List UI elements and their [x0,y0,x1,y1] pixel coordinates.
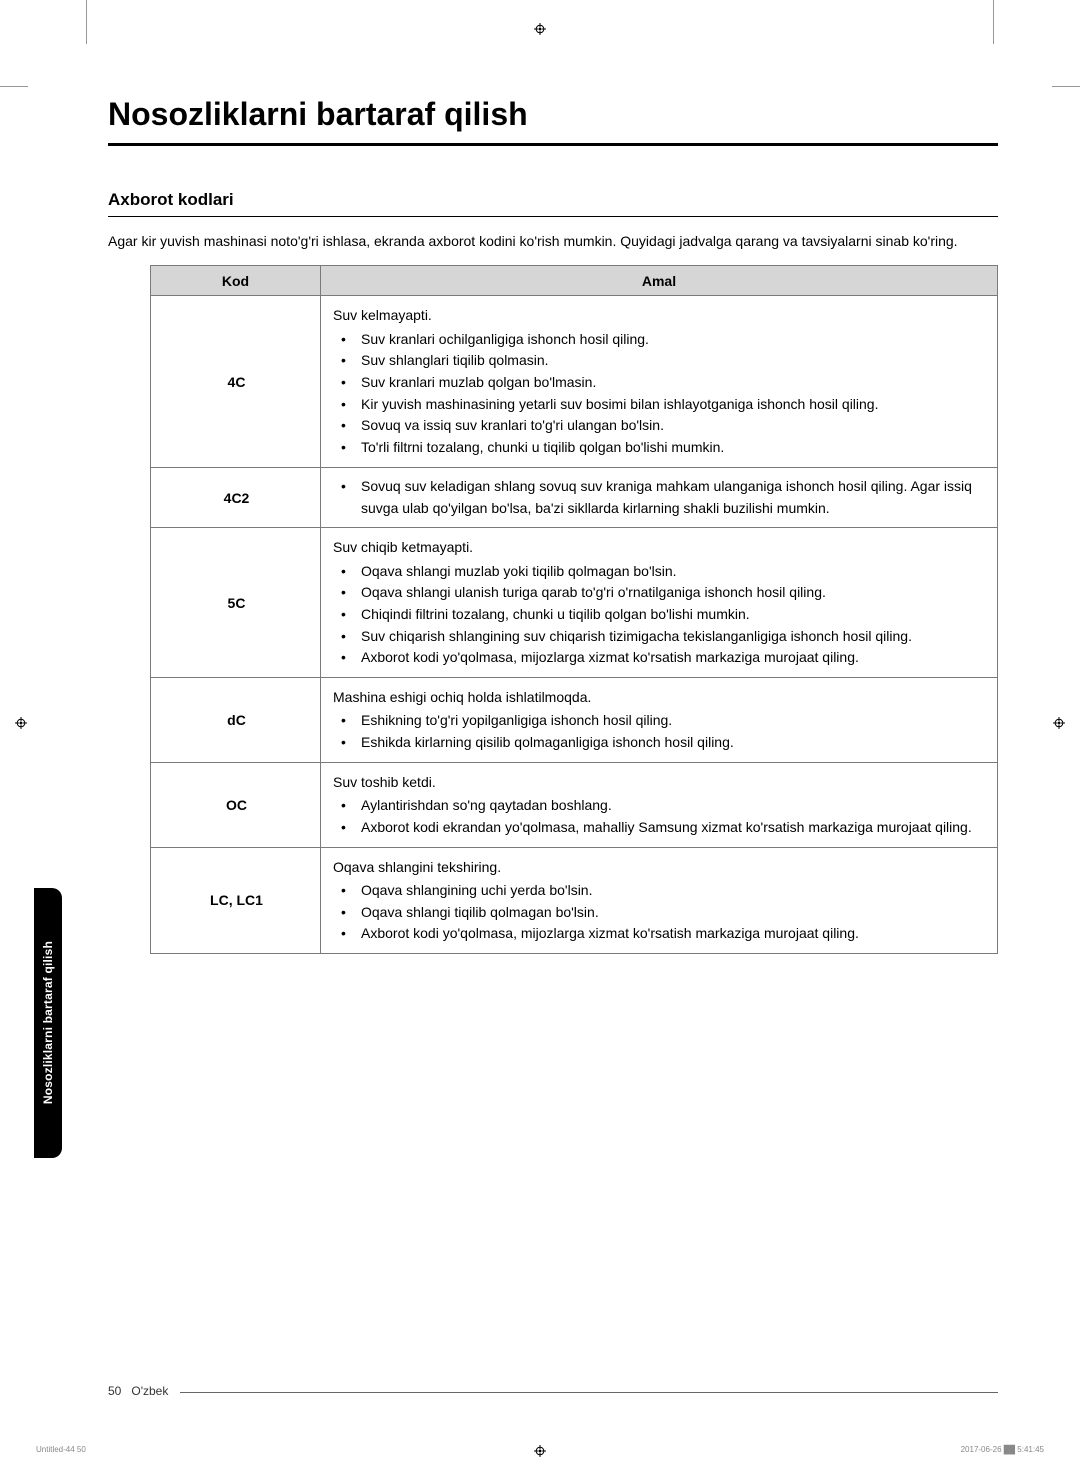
page-content: Nosozliklarni bartaraf qilish Axborot ko… [108,96,998,954]
action-list: Oqava shlangining uchi yerda bo'lsin.Oqa… [333,880,987,945]
table-row: 4C2 Sovuq suv keladigan shlang sovuq suv … [151,467,998,527]
code-cell: 5C [151,528,321,678]
table-row: OCSuv toshib ketdi.Aylantirishdan so'ng … [151,762,998,847]
action-item: Kir yuvish mashinasining yetarli suv bos… [337,394,987,416]
action-item: Suv chiqarish shlangining suv chiqarish … [337,626,987,648]
action-item: Eshikning to'g'ri yopilganligiga ishonch… [337,710,987,732]
action-item: Eshikda kirlarning qisilib qolmaganligig… [337,732,987,754]
codes-table-wrap: Kod Amal 4C Suv kelmayapti. Suv kranlari o… [108,265,998,954]
action-intro: Mashina eshigi ochiq holda ishlatilmoqda… [333,686,987,708]
code-cell: dC [151,678,321,763]
footer-rule [180,1392,998,1393]
section-tab-label: Nosozliklarni bartaraf qilish [41,941,55,1104]
print-meta-right: 2017-06-26 ██ 5:41:45 [961,1445,1044,1454]
print-meta-left: Untitled-44 50 [36,1445,86,1454]
action-list: Eshikning to'g'ri yopilganligiga ishonch… [333,710,987,753]
action-intro: Oqava shlangini tekshiring. [333,856,987,878]
action-item: Suv kranlari ochilganligiga ishonch hosi… [337,329,987,351]
col-header-code: Kod [151,266,321,296]
action-list: Sovuq suv keladigan shlang sovuq suv kra… [333,476,987,519]
action-cell: Suv toshib ketdi.Aylantirishdan so'ng qa… [321,762,998,847]
action-item: Chiqindi filtrini tozalang, chunki u tiq… [337,604,987,626]
action-cell: Oqava shlangini tekshiring.Oqava shlangi… [321,847,998,953]
registration-mark-icon [533,22,547,36]
crop-guide [993,0,994,44]
code-cell: 4C [151,296,321,468]
action-cell: Sovuq suv keladigan shlang sovuq suv kra… [321,467,998,527]
code-cell: OC [151,762,321,847]
action-cell: Suv kelmayapti. Suv kranlari ochilganligi… [321,296,998,468]
action-cell: Mashina eshigi ochiq holda ishlatilmoqda… [321,678,998,763]
registration-mark-icon [14,716,28,730]
action-intro: Suv chiqib ketmayapti. [333,536,987,558]
table-row: LC, LC1Oqava shlangini tekshiring.Oqava … [151,847,998,953]
crop-guide [0,86,28,87]
action-item: Axborot kodi yo'qolmasa, mijozlarga xizm… [337,647,987,669]
section-intro: Agar kir yuvish mashinasi noto'g'ri ishl… [108,231,998,251]
page-title: Nosozliklarni bartaraf qilish [108,96,998,146]
action-list: Aylantirishdan so'ng qaytadan boshlang.A… [333,795,987,838]
registration-mark-icon [533,1444,547,1458]
page-footer: 50 O'zbek [108,1384,168,1398]
table-row: 5C Suv chiqib ketmayapti. Oqava shlangi mu… [151,528,998,678]
action-item: Suv kranlari muzlab qolgan bo'lmasin. [337,372,987,394]
code-cell: 4C2 [151,467,321,527]
page-lang: O'zbek [131,1384,168,1398]
action-item: Sovuq va issiq suv kranlari to'g'ri ulan… [337,415,987,437]
table-header-row: Kod Amal [151,266,998,296]
action-item: Oqava shlangining uchi yerda bo'lsin. [337,880,987,902]
action-item: Suv shlanglari tiqilib qolmasin. [337,350,987,372]
page-number: 50 [108,1384,121,1398]
action-cell: Suv chiqib ketmayapti. Oqava shlangi muzl… [321,528,998,678]
codes-table: Kod Amal 4C Suv kelmayapti. Suv kranlari o… [150,265,998,954]
action-item: Oqava shlangi muzlab yoki tiqilib qolmag… [337,561,987,583]
action-item: Axborot kodi yo'qolmasa, mijozlarga xizm… [337,923,987,945]
action-item: Axborot kodi ekrandan yo'qolmasa, mahall… [337,817,987,839]
code-cell: LC, LC1 [151,847,321,953]
action-list: Suv kranlari ochilganligiga ishonch hosi… [333,329,987,459]
registration-mark-icon [1052,716,1066,730]
action-item: Sovuq suv keladigan shlang sovuq suv kra… [337,476,987,519]
crop-guide [86,0,87,44]
action-item: Aylantirishdan so'ng qaytadan boshlang. [337,795,987,817]
action-item: To'rli filtrni tozalang, chunki u tiqili… [337,437,987,459]
table-row: dC Mashina eshigi ochiq holda ishlatilmoq… [151,678,998,763]
action-intro: Suv toshib ketdi. [333,771,987,793]
section-tab: Nosozliklarni bartaraf qilish [34,888,62,1158]
section-heading: Axborot kodlari [108,190,998,217]
action-list: Oqava shlangi muzlab yoki tiqilib qolmag… [333,561,987,669]
action-item: Oqava shlangi tiqilib qolmagan bo'lsin. [337,902,987,924]
action-intro: Suv kelmayapti. [333,304,987,326]
crop-guide [1052,86,1080,87]
col-header-action: Amal [321,266,998,296]
table-row: 4C Suv kelmayapti. Suv kranlari ochilganli… [151,296,998,468]
action-item: Oqava shlangi ulanish turiga qarab to'g'… [337,582,987,604]
